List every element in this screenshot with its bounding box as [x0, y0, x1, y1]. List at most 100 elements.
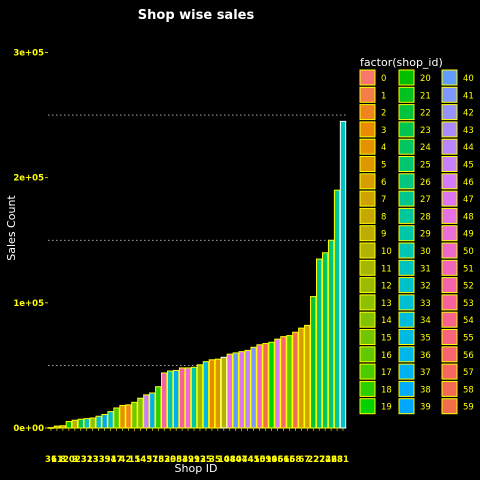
x-tick-label: 38 — [170, 455, 182, 465]
legend-key-22 — [398, 104, 415, 121]
x-tick-label: 26 — [325, 455, 337, 465]
x-axis-label: Shop ID — [175, 462, 218, 475]
legend-key-45 — [441, 156, 458, 172]
legend-key-7 — [359, 190, 376, 207]
legend-label-37: 37 — [420, 368, 431, 378]
bar-shop-2 — [125, 404, 132, 429]
bar-shop-48 — [226, 353, 233, 429]
x-tick-label: 19 — [266, 455, 278, 465]
legend-label-57: 57 — [463, 368, 474, 378]
legend-label-19: 19 — [381, 403, 392, 413]
bar-shop-29 — [190, 366, 198, 429]
legend-label-53: 53 — [463, 299, 474, 309]
legend-key-0 — [359, 69, 376, 86]
legend-label-50: 50 — [463, 247, 474, 257]
x-tick-label: 2 — [125, 455, 131, 465]
bar-shop-24 — [321, 252, 329, 429]
legend-label-48: 48 — [463, 212, 474, 222]
legend-key-54 — [441, 311, 458, 328]
legend-label-13: 13 — [381, 299, 392, 309]
x-tick-label: 18 — [152, 455, 164, 465]
legend-label-22: 22 — [420, 109, 431, 119]
legend-key-49 — [441, 225, 458, 242]
bar-shop-58 — [292, 331, 299, 429]
x-tick-label: 27 — [313, 455, 325, 465]
legend-label-38: 38 — [420, 385, 431, 395]
bar-shop-18 — [155, 386, 162, 429]
x-tick-label: 46 — [272, 455, 284, 465]
legend-label-14: 14 — [381, 316, 392, 326]
legend-key-20 — [398, 69, 415, 86]
x-tick-label: 49 — [182, 455, 194, 465]
bar-shop-10 — [220, 356, 227, 429]
legend-title: factor(shop_id) — [360, 56, 443, 69]
legend-label-10: 10 — [381, 247, 392, 257]
bar-shop-17 — [113, 407, 120, 429]
x-tick-label: 34 — [105, 455, 117, 465]
legend-label-42: 42 — [463, 109, 474, 119]
bar-shop-30 — [167, 370, 174, 429]
legend-key-56 — [441, 346, 458, 363]
legend-label-8: 8 — [381, 212, 386, 222]
legend-key-6 — [359, 173, 376, 190]
legend-key-57 — [441, 363, 458, 380]
legend-label-25: 25 — [420, 161, 431, 171]
legend-label-54: 54 — [463, 316, 474, 326]
x-tick-label: 20 — [63, 455, 75, 465]
bar-shop-20 — [65, 420, 73, 429]
x-tick-label: 56 — [277, 455, 289, 465]
legend-key-13 — [359, 294, 376, 311]
legend-label-23: 23 — [420, 126, 431, 136]
bar-shop-26 — [327, 239, 335, 429]
legend-label-49: 49 — [463, 230, 474, 240]
legend-key-2 — [359, 104, 376, 121]
legend-label-30: 30 — [420, 247, 431, 257]
bar-shop-45 — [143, 394, 150, 429]
x-tick-label: 12 — [194, 455, 206, 465]
legend-key-28 — [398, 207, 415, 224]
legend-key-55 — [441, 329, 458, 345]
legend-key-35 — [398, 329, 415, 345]
bar-shop-56 — [280, 336, 287, 429]
bar-shop-53 — [178, 367, 186, 429]
bar-shop-52 — [161, 372, 168, 429]
legend-key-19 — [359, 398, 376, 415]
legend-key-9 — [359, 225, 376, 242]
bar-shop-32 — [83, 418, 90, 429]
legend-key-14 — [359, 311, 376, 328]
chart-title: Shop wise sales — [138, 8, 255, 23]
x-tick-label: 17 — [111, 455, 123, 465]
legend-key-34 — [398, 311, 415, 328]
bar-shop-7 — [304, 324, 311, 429]
legend-key-8 — [359, 207, 376, 224]
legend-key-31 — [398, 259, 415, 276]
legend-key-5 — [359, 156, 376, 172]
y-tick-label: 0e+00 — [13, 424, 44, 434]
x-tick-label: 32 — [81, 455, 93, 465]
x-tick-label: 41 — [248, 455, 260, 465]
legend-key-24 — [398, 138, 415, 155]
bar-shop-37 — [149, 392, 156, 429]
legend-label-51: 51 — [463, 264, 474, 274]
legend-label-45: 45 — [463, 161, 474, 171]
legend-label-2: 2 — [381, 109, 386, 119]
legend-label-11: 11 — [381, 264, 392, 274]
legend-key-18 — [359, 380, 376, 397]
x-tick-label: 45 — [140, 455, 152, 465]
legend-label-46: 46 — [463, 178, 474, 188]
x-tick-label: 33 — [93, 455, 105, 465]
bar-shop-9 — [71, 419, 78, 429]
x-tick-label: 40 — [230, 455, 242, 465]
legend-key-3 — [359, 121, 376, 138]
x-tick-label: 30 — [164, 455, 176, 465]
legend-label-26: 26 — [420, 178, 431, 188]
legend-key-38 — [398, 380, 415, 397]
bar-shop-50 — [256, 344, 263, 429]
legend-key-48 — [441, 207, 458, 224]
legend-label-20: 20 — [420, 74, 431, 84]
legend-label-28: 28 — [420, 212, 431, 222]
x-tick-label: 13 — [87, 455, 99, 465]
legend-label-9: 9 — [381, 230, 386, 240]
bar-shop-49 — [184, 367, 192, 429]
